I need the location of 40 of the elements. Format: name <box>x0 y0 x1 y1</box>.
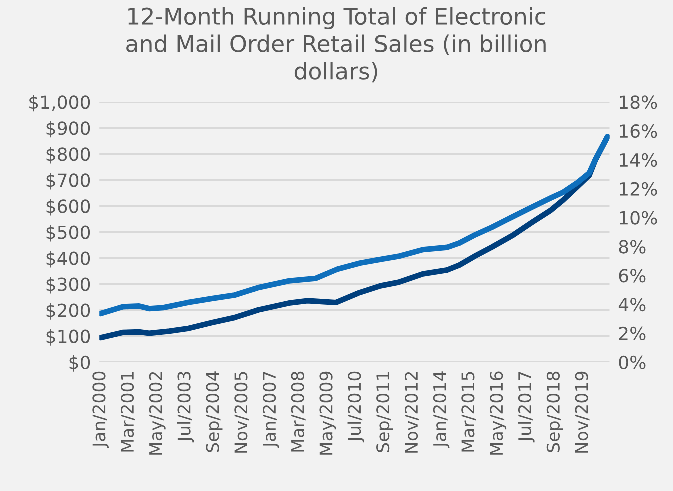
y2-tick-label: 14% <box>620 153 658 168</box>
y-tick-label: $700 <box>46 173 90 190</box>
y2-tick-label: 18% <box>620 96 658 110</box>
y-tick-label: $400 <box>46 251 90 268</box>
y-tick-label: $500 <box>46 225 90 242</box>
chart-title: 12-Month Running Total of Electronic and Mail Order Retail Sales (in billion dollars) <box>126 7 546 83</box>
y-tick-label: $600 <box>46 199 90 216</box>
y2-tick-label: 10% <box>620 211 658 225</box>
x-tick-label: Jul/2010 <box>348 372 364 443</box>
x-tick-label: Sep/2018 <box>546 372 564 452</box>
x-tick-label: Mar/2008 <box>291 372 306 452</box>
y-tick-label: $200 <box>46 303 90 320</box>
x-tick-label: Sep/2004 <box>206 372 223 452</box>
x-tick-label: Jan/2014 <box>433 372 450 448</box>
x-tick-label: Mar/2015 <box>462 372 476 452</box>
x-tick-label: Sep/2011 <box>376 372 394 452</box>
y2-tick-label: 2% <box>619 326 646 341</box>
x-tick-label: Jul/2017 <box>518 372 535 443</box>
y2-tick-label: 12% <box>620 182 658 196</box>
x-tick-label: May/2016 <box>490 372 507 455</box>
y2-tick-label: 8% <box>619 240 646 254</box>
y-tick-label: $300 <box>46 277 90 294</box>
y2-tick-label: 4% <box>618 298 646 312</box>
y-tick-label: $800 <box>46 147 90 164</box>
y-tick-label: $1,000 <box>30 95 90 112</box>
y2-tick-label: 16% <box>620 124 658 138</box>
y-tick-label: $0 <box>70 356 90 372</box>
x-tick-label: Jan/2000 <box>92 372 109 448</box>
y-tick-label: $900 <box>46 121 90 138</box>
x-tick-label: Jul/2003 <box>177 372 194 443</box>
x-tick-label: May/2009 <box>320 372 336 455</box>
x-tick-label: May/2002 <box>149 372 166 455</box>
y-tick-label: $100 <box>46 329 90 346</box>
y2-tick-label: 0% <box>619 356 646 370</box>
x-tick-label: Mar/2001 <box>120 372 136 452</box>
x-tick-label: Nov/2019 <box>575 372 590 453</box>
y2-tick-label: 6% <box>619 269 646 283</box>
x-tick-label: Nov/2012 <box>404 372 420 453</box>
x-tick-label: Nov/2005 <box>234 372 250 453</box>
x-tick-label: Jan/2007 <box>263 372 280 448</box>
